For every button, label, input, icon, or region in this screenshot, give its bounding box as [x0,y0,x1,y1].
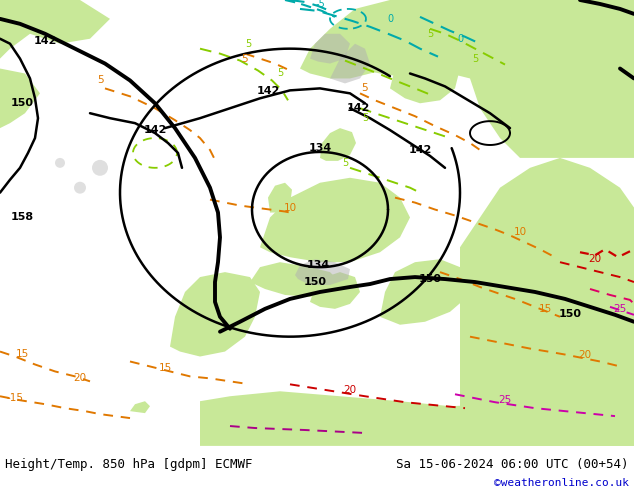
Text: 5: 5 [245,39,251,49]
Polygon shape [200,392,634,446]
Circle shape [74,182,86,194]
Text: 5: 5 [472,53,478,64]
Polygon shape [295,259,350,285]
Text: 142: 142 [346,103,370,113]
Text: -15: -15 [6,393,23,403]
Text: 20: 20 [74,373,87,383]
Text: 25: 25 [498,395,512,405]
Polygon shape [268,183,292,213]
Text: 150: 150 [559,309,581,319]
Polygon shape [250,262,340,297]
Text: 5: 5 [277,69,283,78]
Text: 5: 5 [342,158,348,168]
Text: 5: 5 [242,53,249,64]
Polygon shape [460,317,560,381]
Polygon shape [460,158,634,446]
Text: 25: 25 [613,304,626,314]
Text: 5: 5 [97,75,103,85]
Text: 0: 0 [387,14,393,24]
Text: 15: 15 [538,304,552,314]
Text: 142: 142 [408,145,432,155]
Text: 15: 15 [158,364,172,373]
Text: 10: 10 [514,227,527,237]
Polygon shape [470,29,634,158]
Polygon shape [295,183,350,243]
Text: 150: 150 [418,274,441,284]
Text: 20: 20 [588,254,602,264]
Polygon shape [330,44,370,83]
Text: 142: 142 [256,86,280,97]
Text: 150: 150 [11,98,34,108]
Text: 134: 134 [308,143,332,153]
Polygon shape [320,128,356,161]
Text: Sa 15-06-2024 06:00 UTC (00+54): Sa 15-06-2024 06:00 UTC (00+54) [396,458,629,471]
Text: Height/Temp. 850 hPa [gdpm] ECMWF: Height/Temp. 850 hPa [gdpm] ECMWF [5,458,252,471]
Polygon shape [355,29,450,78]
Text: 10: 10 [283,202,297,213]
Polygon shape [390,49,460,103]
Polygon shape [170,272,260,357]
Polygon shape [380,259,470,325]
Text: 15: 15 [15,348,29,359]
Text: 150: 150 [304,277,327,287]
Text: 158: 158 [10,213,34,222]
Text: 20: 20 [344,385,356,395]
Polygon shape [0,0,110,59]
Polygon shape [260,178,410,262]
Polygon shape [130,401,150,413]
Text: 5: 5 [427,29,433,39]
Text: 134: 134 [306,260,330,270]
Polygon shape [0,69,40,128]
Text: 142: 142 [143,125,167,135]
Circle shape [55,158,65,168]
Polygon shape [300,0,634,94]
Polygon shape [310,34,350,64]
Text: 0: 0 [457,34,463,44]
Circle shape [92,160,108,176]
Polygon shape [310,272,360,309]
Text: ©weatheronline.co.uk: ©weatheronline.co.uk [494,478,629,488]
Text: 5: 5 [361,83,368,94]
Text: 20: 20 [578,349,592,360]
Text: -5: -5 [315,0,325,9]
Text: 142: 142 [34,36,56,46]
Text: 5: 5 [362,113,368,123]
